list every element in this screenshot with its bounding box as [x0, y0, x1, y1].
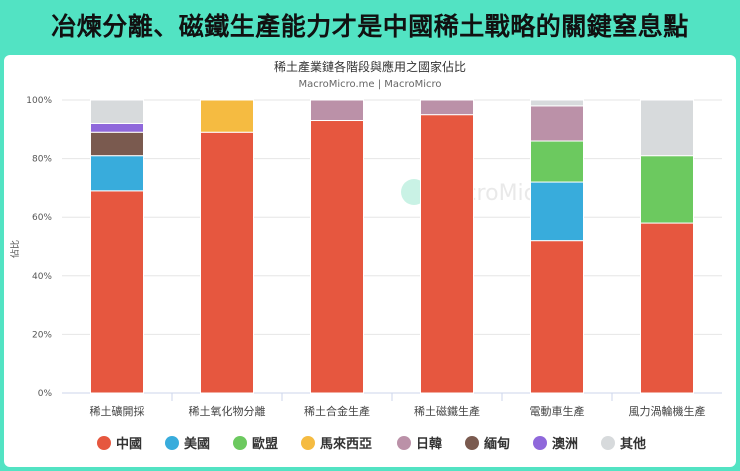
bar-segment[interactable]	[530, 240, 584, 394]
bar-segment[interactable]	[530, 99, 584, 107]
legend-label: 日韓	[416, 436, 442, 452]
bar-segment[interactable]	[90, 155, 144, 192]
x-tick-label: 稀土礦開採	[90, 404, 145, 418]
bar-segment[interactable]	[640, 99, 694, 157]
legend-label: 其他	[620, 436, 646, 452]
legend-item[interactable]: 澳洲	[533, 436, 578, 452]
bar-segment[interactable]	[530, 181, 584, 242]
y-tick-label: 100%	[26, 96, 52, 106]
bar-segment[interactable]	[90, 190, 144, 394]
legend-item[interactable]: 中國	[97, 436, 142, 452]
bar-segment[interactable]	[90, 99, 144, 124]
headline: 冶煉分離、磁鐵生產能力才是中國稀土戰略的關鍵窒息點	[51, 12, 689, 41]
x-tick-label: 稀土合金生產	[304, 404, 370, 418]
bar-segment[interactable]	[420, 114, 474, 394]
bar-segment[interactable]	[530, 105, 584, 142]
legend-label: 美國	[184, 436, 210, 452]
bar-segment[interactable]	[640, 222, 694, 394]
legend-label: 歐盟	[252, 436, 278, 452]
legend-marker	[97, 436, 111, 450]
legend-item[interactable]: 其他	[601, 436, 646, 452]
legend-item[interactable]: 馬來西亞	[301, 436, 372, 452]
bar-segment[interactable]	[90, 131, 144, 157]
legend-label: 馬來西亞	[320, 436, 372, 452]
y-tick-label: 0%	[38, 389, 53, 399]
bar-segment[interactable]	[90, 122, 144, 133]
y-tick-label: 80%	[32, 155, 52, 165]
legend-item[interactable]: 美國	[165, 436, 210, 452]
legend-marker	[397, 436, 411, 450]
legend-marker	[165, 436, 179, 450]
bar-segment[interactable]	[420, 99, 474, 116]
bar-segment[interactable]	[640, 155, 694, 224]
legend-marker	[465, 436, 479, 450]
bar-segment[interactable]	[310, 120, 364, 394]
legend-label: 緬甸	[484, 436, 510, 452]
bar-segment[interactable]	[310, 99, 364, 122]
legend-marker	[601, 436, 615, 450]
legend-marker	[533, 436, 547, 450]
y-axis-label: 佔比	[9, 240, 21, 258]
legend-marker	[233, 436, 247, 450]
bar-segment[interactable]	[200, 131, 254, 394]
x-tick-label: 電動車生產	[530, 404, 585, 418]
legend-label: 澳洲	[552, 436, 578, 452]
stacked-bar-chart: 稀土產業鏈各階段與應用之國家佔比 MacroMicro.me | MacroMi…	[9, 59, 722, 452]
x-tick-label: 稀土氧化物分離	[189, 404, 266, 418]
bar-segment[interactable]	[200, 99, 254, 133]
chart-panel: 稀土產業鏈各階段與應用之國家佔比 MacroMicro.me | MacroMi…	[4, 55, 736, 467]
legend-marker	[301, 436, 315, 450]
x-tick-label: 稀土磁鐵生產	[414, 404, 480, 418]
legend-item[interactable]: 日韓	[397, 436, 442, 452]
x-tick-label: 風力渦輪機生產	[629, 404, 706, 418]
legend-label: 中國	[116, 436, 142, 452]
bar-segment[interactable]	[530, 140, 584, 183]
chart-title: 稀土產業鏈各階段與應用之國家佔比	[274, 59, 466, 74]
legend-item[interactable]: 歐盟	[233, 436, 278, 452]
y-tick-label: 60%	[32, 213, 52, 223]
chart-subtitle: MacroMicro.me | MacroMicro	[299, 79, 442, 90]
y-tick-label: 20%	[32, 330, 52, 340]
y-tick-label: 40%	[32, 272, 52, 282]
legend-item[interactable]: 緬甸	[465, 436, 510, 452]
